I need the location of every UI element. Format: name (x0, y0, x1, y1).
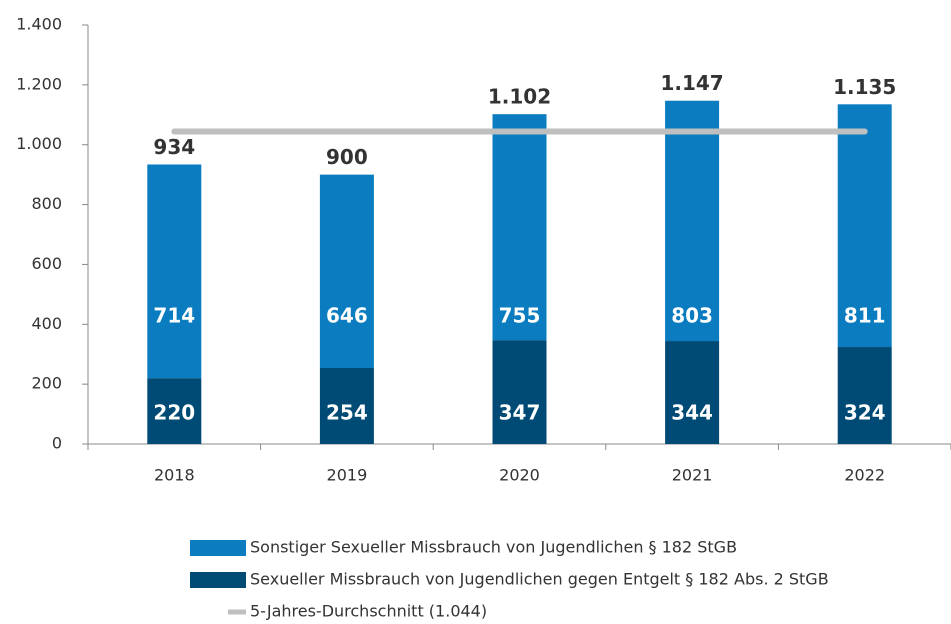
bar-segment (147, 164, 202, 379)
data-label: 347 (499, 401, 541, 425)
total-label: 1.135 (833, 75, 896, 99)
y-tick-label: 800 (31, 194, 62, 213)
bar-segment (665, 341, 720, 444)
y-tick-label: 0 (52, 434, 62, 453)
legend-label: 5-Jahres-Durchschnitt (1.044) (250, 602, 487, 621)
x-tick-label: 2021 (672, 466, 713, 485)
y-tick-label: 1.400 (16, 15, 62, 34)
total-label: 1.147 (660, 71, 723, 95)
data-label: 344 (671, 401, 713, 425)
bar-segment (837, 347, 892, 444)
y-tick-label: 400 (31, 314, 62, 333)
bar-segment (147, 378, 202, 444)
x-tick-label: 2018 (154, 466, 195, 485)
bar-segment (665, 100, 720, 342)
data-label: 254 (326, 401, 368, 425)
legend-label: Sonstiger Sexueller Missbrauch von Jugen… (250, 538, 737, 557)
y-tick-label: 1.000 (16, 134, 62, 153)
total-label: 934 (153, 135, 195, 159)
data-label: 324 (844, 401, 886, 425)
x-tick-label: 2020 (499, 466, 540, 485)
data-label: 803 (671, 304, 713, 328)
legend-swatch (190, 572, 246, 588)
bar-segment (492, 340, 547, 444)
bar-segment (492, 114, 547, 341)
data-label: 755 (499, 304, 541, 328)
legend-swatch (190, 540, 246, 556)
bar-segment (319, 174, 374, 368)
y-tick-label: 200 (31, 374, 62, 393)
y-tick-label: 1.200 (16, 74, 62, 93)
bar-segment (319, 367, 374, 444)
bar-segment (837, 104, 892, 348)
total-label: 900 (326, 145, 368, 169)
x-tick-label: 2022 (844, 466, 885, 485)
data-label: 811 (844, 304, 886, 328)
data-label: 220 (153, 401, 195, 425)
data-label: 646 (326, 304, 368, 328)
x-tick-label: 2019 (327, 466, 368, 485)
data-label: 714 (153, 304, 195, 328)
legend-label: Sexueller Missbrauch von Jugendlichen ge… (250, 570, 829, 589)
total-label: 1.102 (488, 85, 551, 109)
y-tick-label: 600 (31, 254, 62, 273)
